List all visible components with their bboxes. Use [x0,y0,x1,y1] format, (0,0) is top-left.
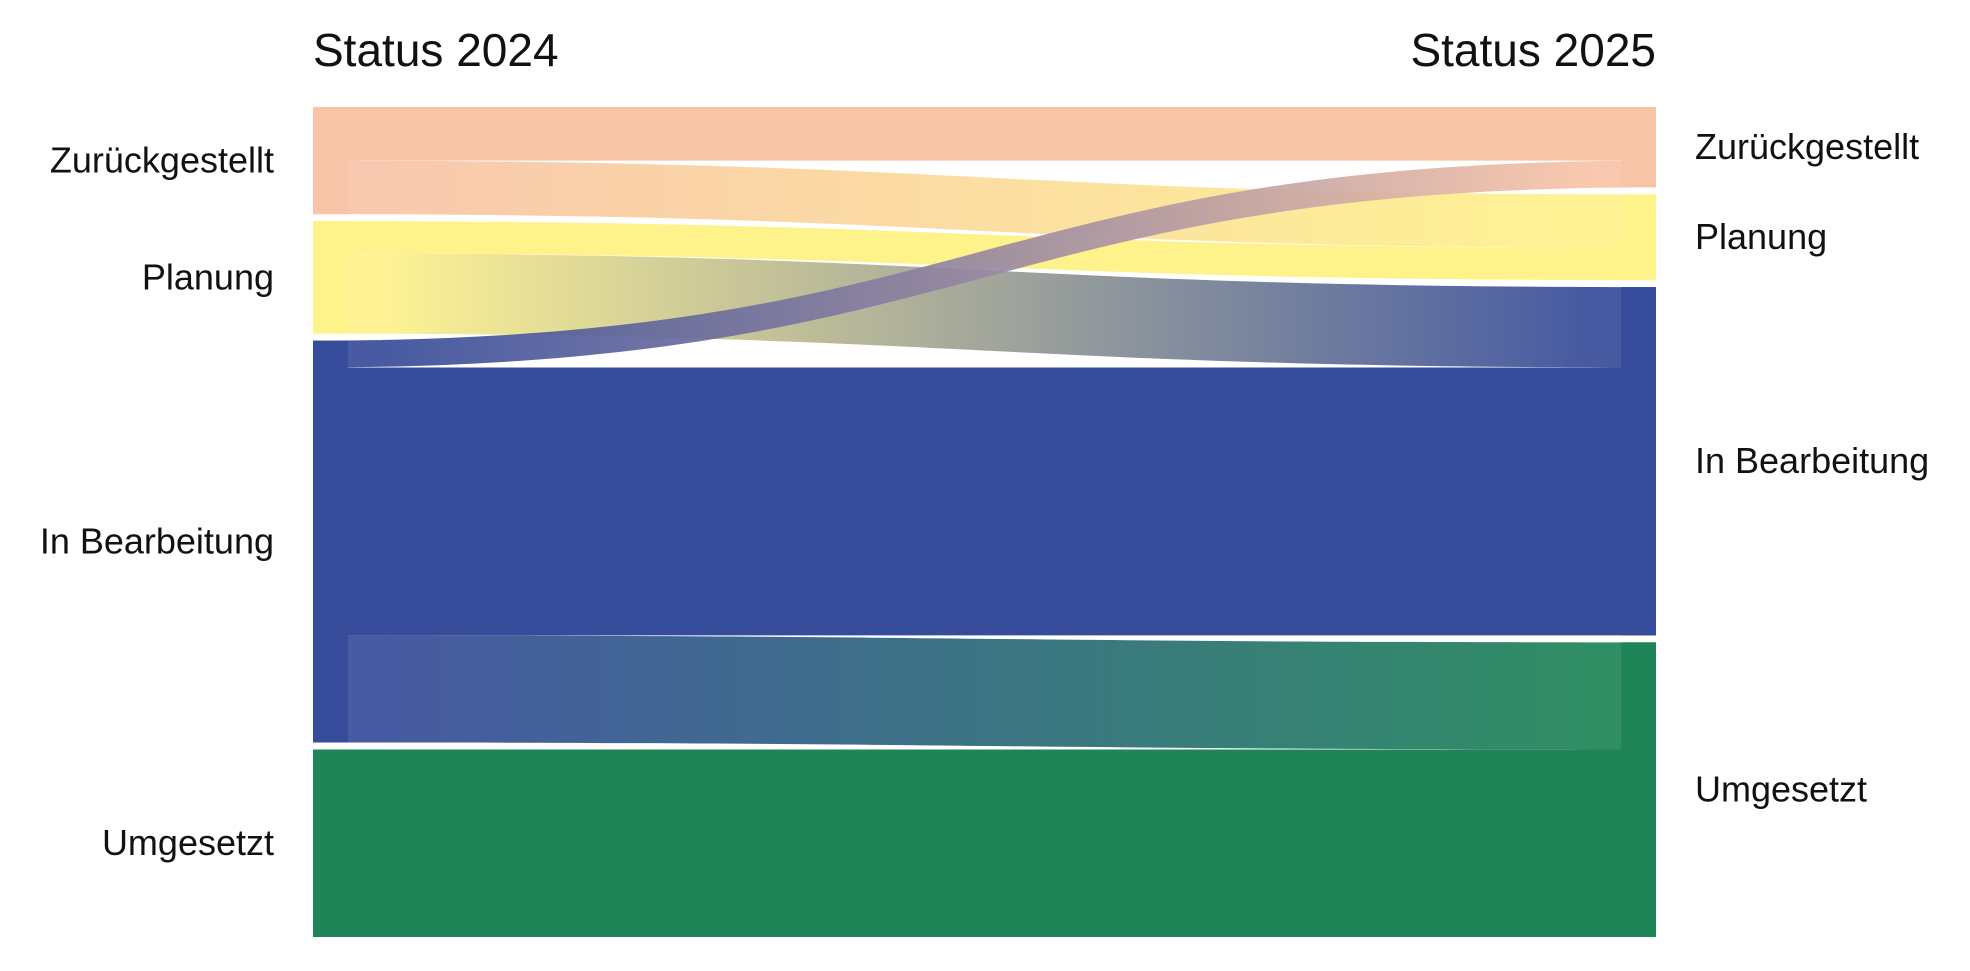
link-bea-to-bea [313,367,1656,636]
link-pla-to-bea [313,253,1656,368]
node-left-zur [313,107,348,215]
link-zur-to-pla [313,160,1656,248]
node-right-zur [1621,107,1656,188]
node-right-pla [1621,194,1656,281]
link-bea-to-umg [313,635,1656,750]
node-right-umg [1621,642,1656,937]
links-layer [313,107,1656,937]
node-label-right-pla: Planung [1695,216,1827,257]
right-column-title: Status 2025 [1410,24,1656,76]
left-column-title: Status 2024 [313,24,559,76]
nodes-layer [313,107,1656,937]
node-label-right-bea: In Bearbeitung [1695,440,1929,481]
link-bea-to-zur [313,160,1656,368]
node-right-bea [1621,287,1656,636]
node-left-bea [313,340,348,743]
node-label-left-pla: Planung [142,256,274,297]
node-label-right-zur: Zurückgestellt [1695,126,1919,167]
link-zur-to-zur [313,107,1656,161]
node-left-pla [313,221,348,334]
node-label-left-umg: Umgesetzt [102,822,274,863]
link-umg-to-umg [313,749,1656,937]
node-label-left-zur: Zurückgestellt [50,140,274,181]
node-left-umg [313,749,348,937]
link-pla-to-pla [313,221,1656,281]
node-label-right-umg: Umgesetzt [1695,769,1867,810]
labels-layer: Zurückgestellt Zurückgestellt Planung Planu… [40,126,1929,863]
node-label-left-bea: In Bearbeitung [40,521,274,562]
